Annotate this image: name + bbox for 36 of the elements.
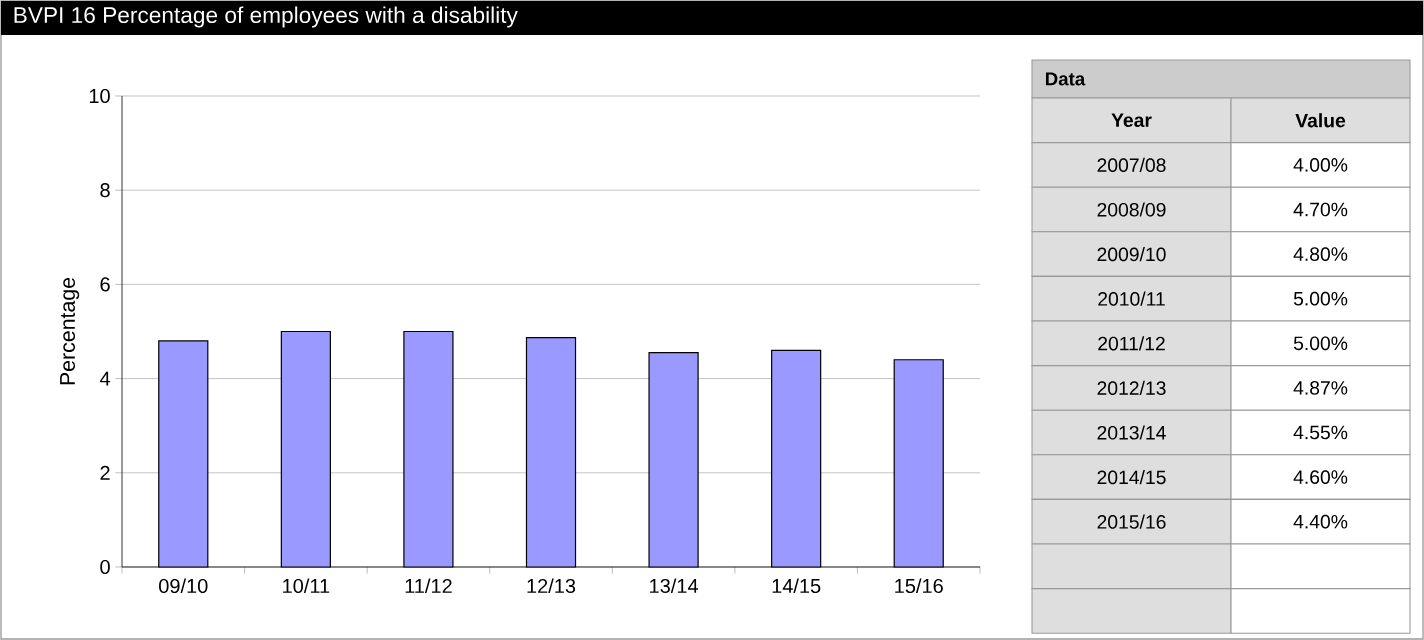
text: Data (1045, 72, 1086, 86)
text: 2015/16 (1097, 514, 1166, 529)
y-tick-label: 0 (100, 559, 110, 575)
x-tick-label: 13/14 (650, 578, 699, 594)
y-tick-label: 10 (89, 88, 110, 104)
text: 4.00% (1293, 158, 1348, 172)
text: 5.00% (1293, 336, 1348, 351)
text: 4.40% (1293, 514, 1348, 529)
chart-title: BVPI 16 Percentage of employees with a disability (14, 6, 518, 28)
text: 2008/09 (1097, 202, 1166, 217)
y-tick-label: 6 (100, 277, 110, 292)
text: Value (1295, 113, 1346, 128)
text: 4.55% (1293, 425, 1348, 440)
x-tick-label: 15/16 (895, 578, 943, 594)
text: 2010/11 (1098, 291, 1165, 306)
text: Year (1111, 113, 1152, 128)
text: 4.87% (1293, 381, 1348, 395)
text: 2012/13 (1097, 380, 1166, 395)
x-tick-label: 09/10 (159, 578, 208, 594)
text: 4.80% (1293, 247, 1348, 261)
text: 4.70% (1293, 202, 1348, 217)
x-tick-label: 11/12 (405, 578, 452, 594)
text: 2009/10 (1097, 247, 1166, 262)
x-tick-label: 12/13 (527, 578, 576, 594)
x-tick-label: 14/15 (772, 578, 821, 594)
text: 4.60% (1293, 470, 1348, 484)
text: 2013/14 (1097, 425, 1166, 440)
text: 2014/15 (1097, 470, 1166, 485)
text: 2007/08 (1097, 157, 1166, 172)
y-tick-label: 2 (100, 465, 110, 480)
y-tick-label: 8 (100, 183, 110, 198)
text: 5.00% (1293, 291, 1348, 306)
y-tick-label: 4 (99, 371, 111, 386)
x-tick-label: 10/11 (283, 578, 330, 594)
y-axis-title: Percentage (60, 277, 80, 385)
text: 2011/12 (1098, 336, 1165, 351)
